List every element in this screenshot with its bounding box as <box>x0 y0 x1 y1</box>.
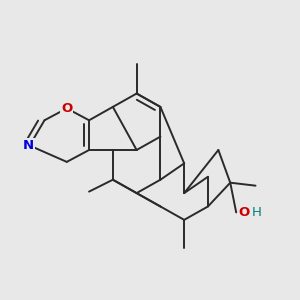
Text: N: N <box>22 139 34 152</box>
Text: O: O <box>238 206 250 219</box>
Text: O: O <box>61 102 72 115</box>
Text: H: H <box>252 206 262 219</box>
